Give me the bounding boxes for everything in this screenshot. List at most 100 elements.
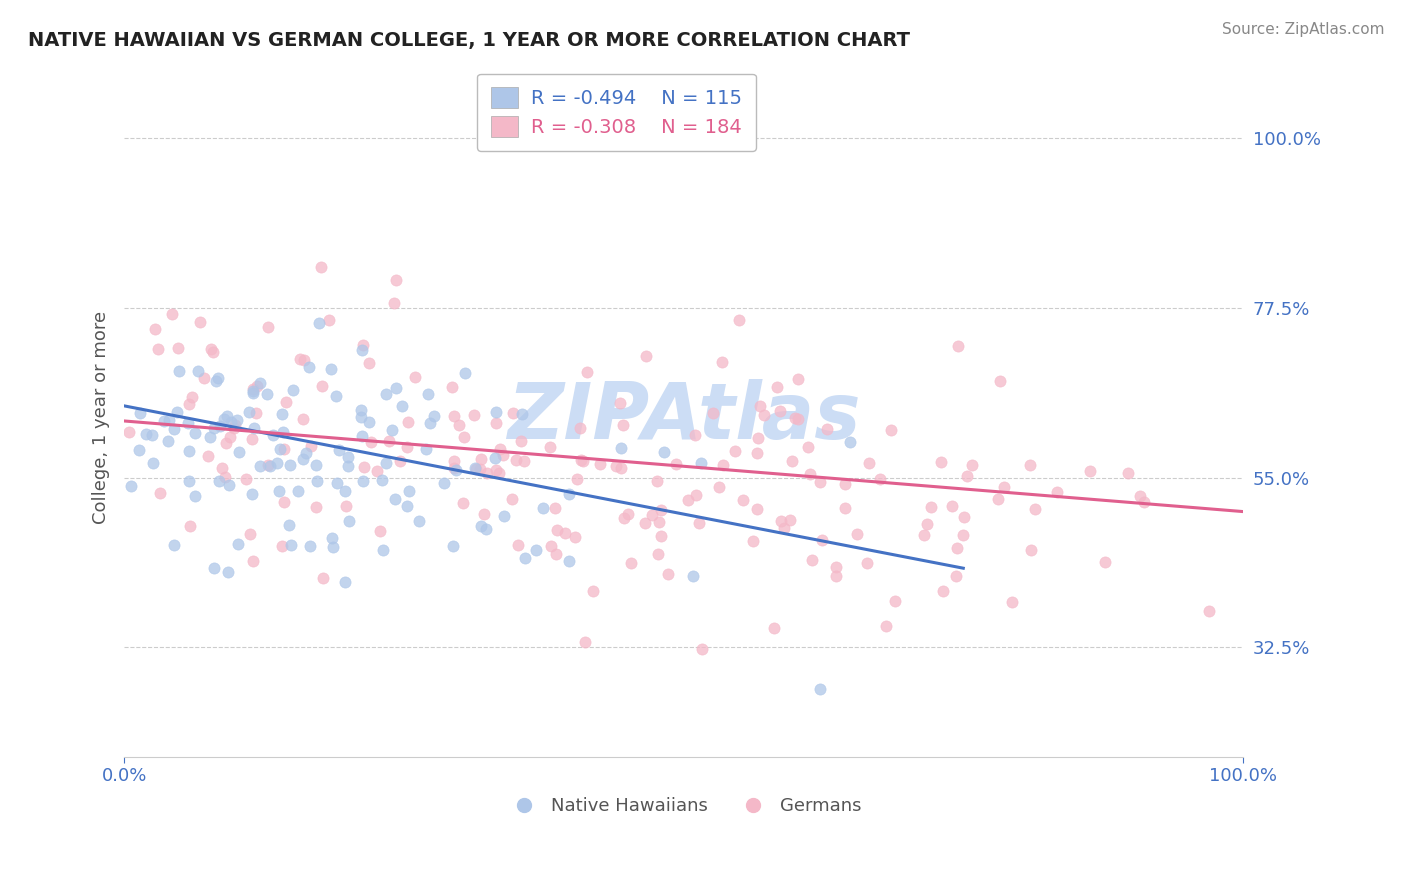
Point [465,462,488,476]
Point [177,474,200,488]
Point [299,539,322,553]
Point [217,565,239,579]
Point [311,571,333,585]
Point [454,367,477,381]
Point [884,594,907,608]
Point [311,379,333,393]
Point [395,440,418,454]
Point [742,533,765,548]
Point [447,418,470,433]
Point [207,370,229,384]
Point [485,463,508,477]
Point [352,474,374,488]
Point [368,524,391,538]
Point [167,341,190,355]
Point [266,456,288,470]
Point [240,487,263,501]
Point [336,458,359,473]
Point [475,466,498,480]
Point [360,435,382,450]
Point [702,406,724,420]
Point [443,409,465,424]
Point [384,492,406,507]
Point [605,458,627,473]
Point [333,574,356,589]
Point [787,372,810,386]
Point [484,417,506,431]
Point [321,531,343,545]
Point [269,442,291,456]
Point [298,359,321,374]
Point [724,444,747,458]
Point [184,425,207,440]
Point [472,507,495,521]
Point [197,449,219,463]
Point [952,528,974,542]
Point [1078,464,1101,478]
Point [198,430,221,444]
Point [326,476,349,491]
Point [815,422,838,436]
Point [273,495,295,509]
Point [800,552,823,566]
Point [381,423,404,437]
Point [352,338,374,352]
Point [634,516,657,530]
Point [1132,495,1154,509]
Point [531,501,554,516]
Point [245,405,267,419]
Point [267,484,290,499]
Point [446,463,468,477]
Point [489,442,512,457]
Point [357,356,380,370]
Point [609,395,631,409]
Point [287,484,309,499]
Point [370,473,392,487]
Point [366,464,388,478]
Point [488,466,510,480]
Point [215,436,238,450]
Point [640,508,662,523]
Point [374,387,396,401]
Point [433,476,456,491]
Point [645,474,668,488]
Point [824,560,846,574]
Point [157,413,180,427]
Point [278,458,301,473]
Point [378,434,401,448]
Point [222,421,245,435]
Point [238,405,260,419]
Point [502,406,524,420]
Point [1129,489,1152,503]
Point [337,450,360,464]
Point [747,431,769,445]
Point [513,551,536,566]
Point [538,440,561,454]
Point [524,542,547,557]
Point [163,422,186,436]
Point [470,451,492,466]
Point [575,366,598,380]
Point [554,526,576,541]
Point [470,519,492,533]
Legend: Native Hawaiians, Germans: Native Hawaiians, Germans [499,790,869,822]
Point [419,417,441,431]
Point [149,486,172,500]
Text: Source: ZipAtlas.com: Source: ZipAtlas.com [1222,22,1385,37]
Point [179,397,201,411]
Point [1019,542,1042,557]
Point [946,541,969,555]
Point [869,472,891,486]
Point [291,452,314,467]
Point [509,434,531,448]
Point [557,554,579,568]
Point [558,486,581,500]
Point [212,412,235,426]
Point [988,374,1011,388]
Point [357,415,380,429]
Point [135,427,157,442]
Point [747,446,769,460]
Point [166,405,188,419]
Point [177,417,200,431]
Point [773,521,796,535]
